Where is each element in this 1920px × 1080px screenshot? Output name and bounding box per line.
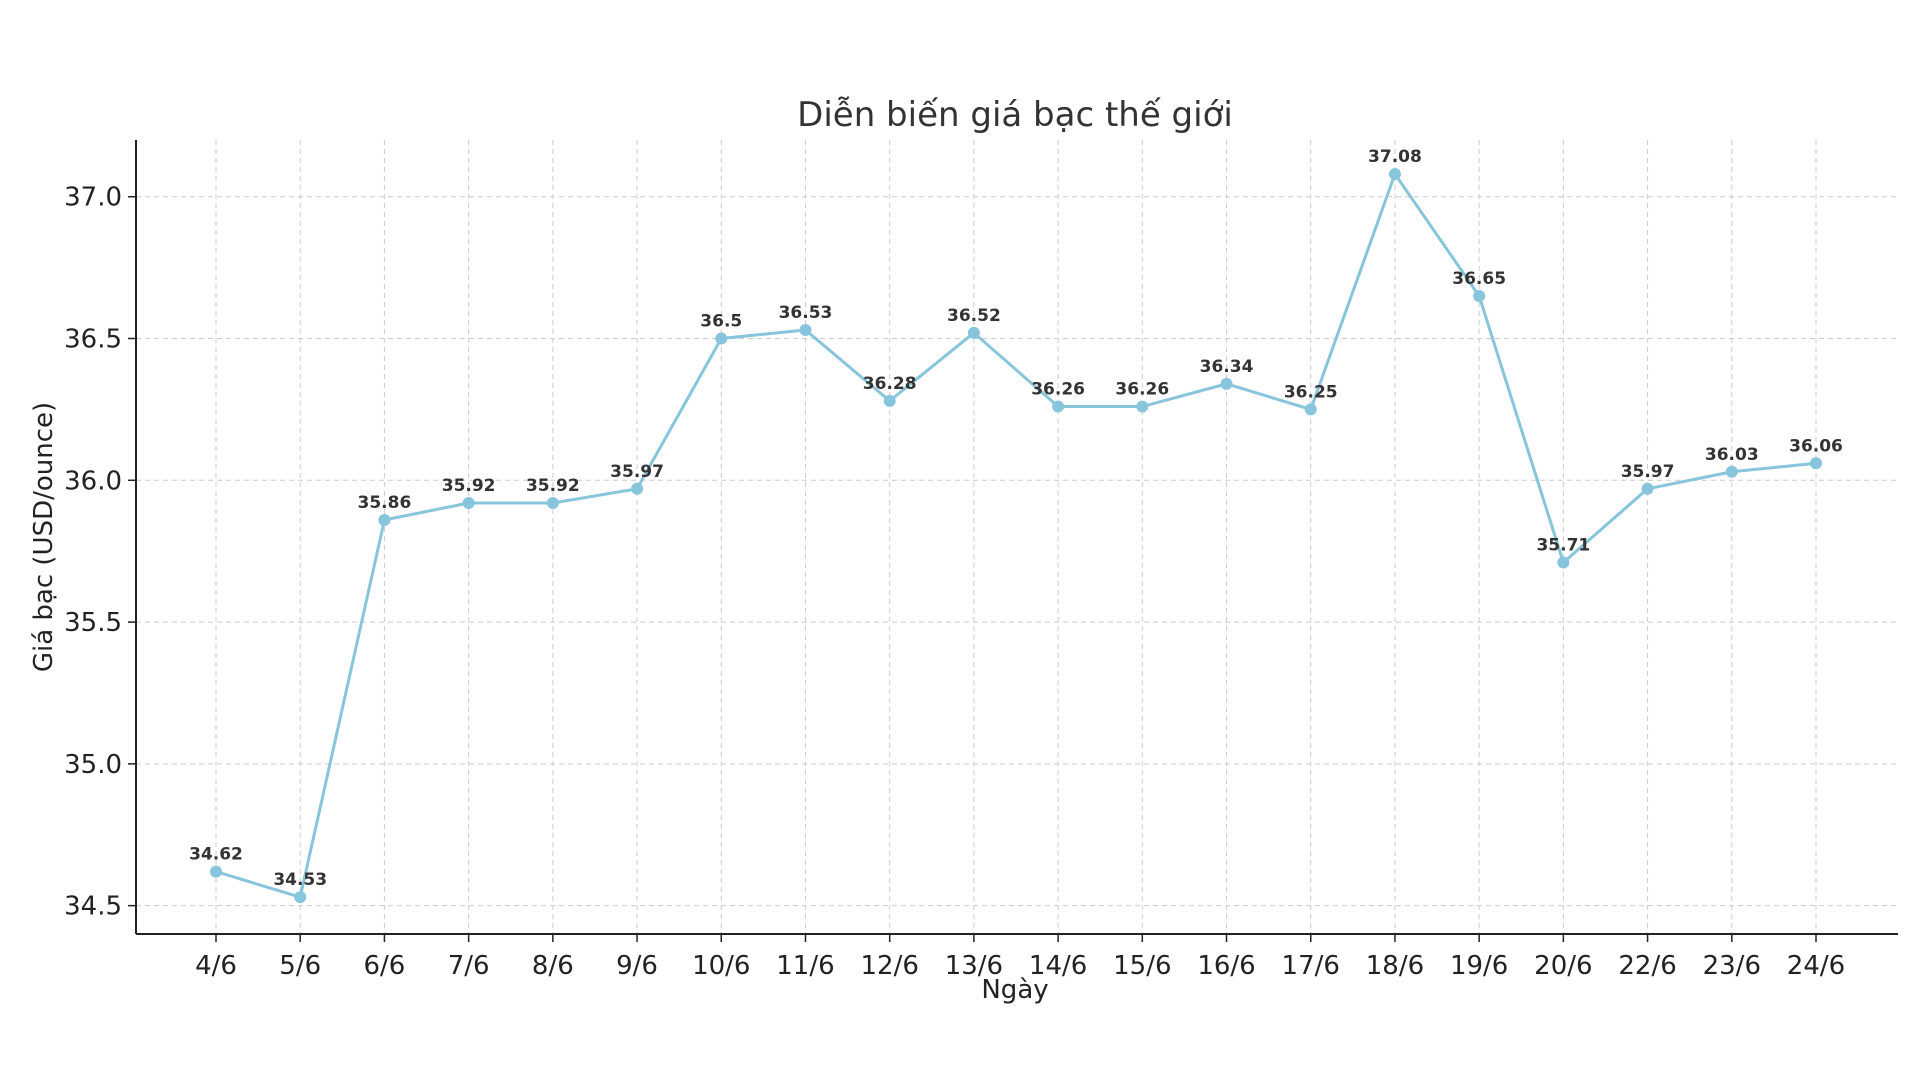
x-tick-label: 22/6 — [1618, 951, 1676, 981]
data-point — [546, 496, 559, 509]
data-label: 36.5 — [700, 312, 742, 332]
data-point — [1641, 482, 1654, 495]
data-point — [1304, 403, 1317, 416]
x-tick-label: 17/6 — [1282, 951, 1340, 981]
data-point — [1810, 457, 1822, 470]
x-tick-label: 10/6 — [692, 951, 750, 981]
data-point — [462, 496, 475, 509]
data-labels: 34.62 34.53 35.86 35.92 35.92 35.97 36.5 36.53 3… — [189, 147, 1843, 890]
x-tick-label: 20/6 — [1534, 951, 1592, 981]
x-tick-label: 13/6 — [945, 951, 1003, 981]
chart-title: Diễn biến giá bạc thế giới — [797, 95, 1233, 135]
x-tick-label: 16/6 — [1197, 951, 1255, 981]
x-tick-label: 12/6 — [860, 951, 918, 981]
y-tick-label: 35.5 — [64, 608, 122, 638]
x-tick-label: 9/6 — [616, 951, 658, 981]
x-tick-label: 5/6 — [279, 951, 321, 981]
data-label: 36.28 — [863, 374, 917, 394]
data-point — [1136, 400, 1149, 413]
data-point — [378, 513, 391, 526]
data-point — [1052, 400, 1065, 413]
data-label: 36.52 — [947, 306, 1001, 326]
data-point — [799, 323, 812, 336]
series-line — [215, 172, 1817, 899]
grid — [136, 140, 1898, 934]
data-point — [1388, 168, 1401, 181]
x-tick-label: 7/6 — [448, 951, 490, 981]
x-tick-label: 24/6 — [1787, 951, 1845, 981]
data-label: 36.65 — [1452, 269, 1506, 289]
x-tick-label: 14/6 — [1029, 951, 1087, 981]
x-tick-label: 18/6 — [1366, 951, 1424, 981]
axes — [135, 140, 1898, 935]
y-tick-label: 37.0 — [64, 183, 122, 213]
y-tick-label: 36.0 — [64, 466, 122, 496]
x-tick-label: 19/6 — [1450, 951, 1508, 981]
x-tick-label: 11/6 — [776, 951, 834, 981]
data-label: 35.97 — [1621, 462, 1675, 482]
data-label: 36.03 — [1705, 445, 1759, 465]
data-point — [883, 394, 896, 407]
data-point — [1557, 556, 1570, 569]
data-point — [294, 891, 307, 904]
data-point — [1220, 377, 1233, 390]
y-tick-label: 34.5 — [64, 892, 122, 922]
data-label: 36.06 — [1789, 436, 1843, 456]
x-tick-label: 23/6 — [1703, 951, 1761, 981]
x-tick-label: 15/6 — [1113, 951, 1171, 981]
data-label: 36.26 — [1031, 380, 1085, 400]
data-label: 35.71 — [1536, 536, 1590, 556]
data-point — [715, 332, 728, 345]
data-label: 36.26 — [1115, 380, 1169, 400]
data-label: 35.86 — [358, 493, 412, 513]
data-label: 35.92 — [526, 476, 580, 496]
y-axis-label: Giá bạc (USD/ounce) — [29, 402, 59, 672]
data-label: 36.25 — [1284, 382, 1338, 402]
data-point — [1473, 289, 1486, 302]
data-point — [967, 326, 980, 339]
data-label: 35.92 — [442, 476, 496, 496]
y-tick-label: 35.0 — [64, 750, 122, 780]
data-label: 36.53 — [779, 303, 833, 323]
data-label: 34.62 — [189, 845, 243, 865]
series — [210, 168, 1822, 904]
x-tick-label: 4/6 — [195, 951, 237, 981]
y-tick-label: 36.5 — [64, 325, 122, 355]
data-label: 37.08 — [1368, 147, 1422, 167]
x-tick-label: 8/6 — [532, 951, 574, 981]
data-label: 34.53 — [273, 870, 327, 890]
x-axis-label: Ngày — [981, 975, 1048, 1005]
x-tick-label: 6/6 — [363, 951, 405, 981]
ticks: 4/6 5/6 6/6 7/6 8/6 9/6 10/6 11/6 12/6 13/6 14/6 15… — [64, 183, 1845, 981]
data-label: 36.34 — [1200, 357, 1254, 377]
data-point — [631, 482, 644, 495]
data-point — [1725, 465, 1738, 478]
data-point — [210, 865, 222, 878]
data-label: 35.97 — [610, 462, 664, 482]
